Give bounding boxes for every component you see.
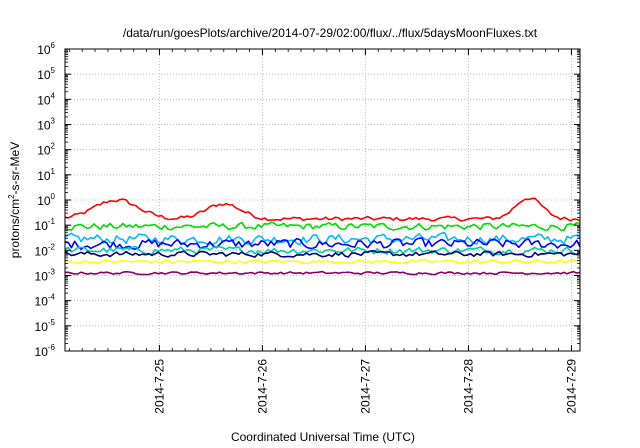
y-tick-exponent: -4	[48, 293, 56, 302]
y-tick-base: 10	[35, 244, 49, 258]
series-line-7	[64, 258, 581, 265]
y-tick-exponent: 2	[51, 142, 56, 151]
y-tick-exponent: 4	[51, 91, 56, 100]
grid-lines	[65, 49, 580, 351]
y-axis-label-text: protons/cm	[8, 199, 22, 258]
x-tick-label: 2014-7-26	[255, 359, 269, 414]
y-tick-exponent: 3	[51, 117, 56, 126]
y-tick-label: 10-6	[35, 343, 56, 359]
chart-title: /data/run/goesPlots/archive/2014-07-29/0…	[123, 26, 538, 40]
series-line-6	[64, 250, 581, 258]
x-tick-label: 2014-7-28	[461, 359, 475, 414]
y-tick-label: 10-4	[35, 293, 56, 309]
x-axis: 2014-7-25 2014-7-26 2014-7-27 2014-7-28 2014…	[68, 49, 578, 414]
y-tick-exponent: 1	[51, 167, 56, 176]
y-tick-label: 105	[37, 66, 55, 82]
y-tick-base: 10	[35, 295, 49, 309]
y-tick-exponent: -6	[48, 343, 56, 352]
y-tick-exponent: 6	[51, 41, 56, 50]
y-tick-label: 10-3	[35, 268, 56, 284]
x-tick-label: 2014-7-25	[152, 359, 166, 414]
y-tick-label: 10-5	[35, 318, 56, 334]
y-tick-label: 103	[37, 117, 55, 133]
y-tick-base: 10	[35, 270, 49, 284]
series-line-4	[64, 237, 581, 251]
y-tick-exponent: 5	[51, 66, 56, 75]
y-tick-label: 10-1	[35, 217, 56, 233]
x-tick-label: 2014-7-27	[358, 359, 372, 414]
x-tick-label: 2014-7-29	[564, 359, 578, 414]
y-tick-base: 10	[35, 345, 49, 359]
y-tick-base: 10	[37, 93, 51, 107]
y-axis-label-units: -s-sr-MeV	[8, 142, 22, 195]
y-tick-label: 102	[37, 142, 55, 158]
series-line-3	[64, 232, 581, 246]
series-line-2	[64, 221, 581, 232]
y-tick-label: 10-2	[35, 242, 56, 258]
y-tick-base: 10	[35, 219, 49, 233]
y-tick-exponent: 0	[51, 192, 56, 201]
y-tick-label: 106	[37, 41, 55, 57]
y-tick-exponent: -1	[48, 217, 56, 226]
y-tick-label: 104	[37, 91, 55, 107]
y-axis-label: protons/cm2-s-sr-MeV	[7, 142, 22, 258]
y-axis-label-superscript: 2	[7, 194, 16, 199]
series-line-8	[65, 270, 581, 276]
y-tick-label: 100	[37, 192, 55, 208]
y-tick-base: 10	[37, 194, 51, 208]
x-axis-label: Coordinated Universal Time (UTC)	[231, 430, 415, 444]
y-axis: 10-610-510-410-310-210-11001011021031041…	[35, 41, 580, 359]
y-tick-exponent: -2	[48, 242, 56, 251]
y-tick-base: 10	[37, 43, 51, 57]
y-tick-base: 10	[37, 68, 51, 82]
y-tick-base: 10	[37, 119, 51, 133]
y-tick-base: 10	[37, 144, 51, 158]
y-tick-exponent: -5	[48, 318, 56, 327]
y-tick-base: 10	[35, 320, 49, 334]
y-tick-label: 101	[37, 167, 55, 183]
plot-frame	[64, 48, 581, 352]
y-tick-base: 10	[37, 169, 51, 183]
data-series	[64, 197, 581, 276]
y-tick-exponent: -3	[48, 268, 56, 277]
series-line-1	[64, 197, 581, 222]
